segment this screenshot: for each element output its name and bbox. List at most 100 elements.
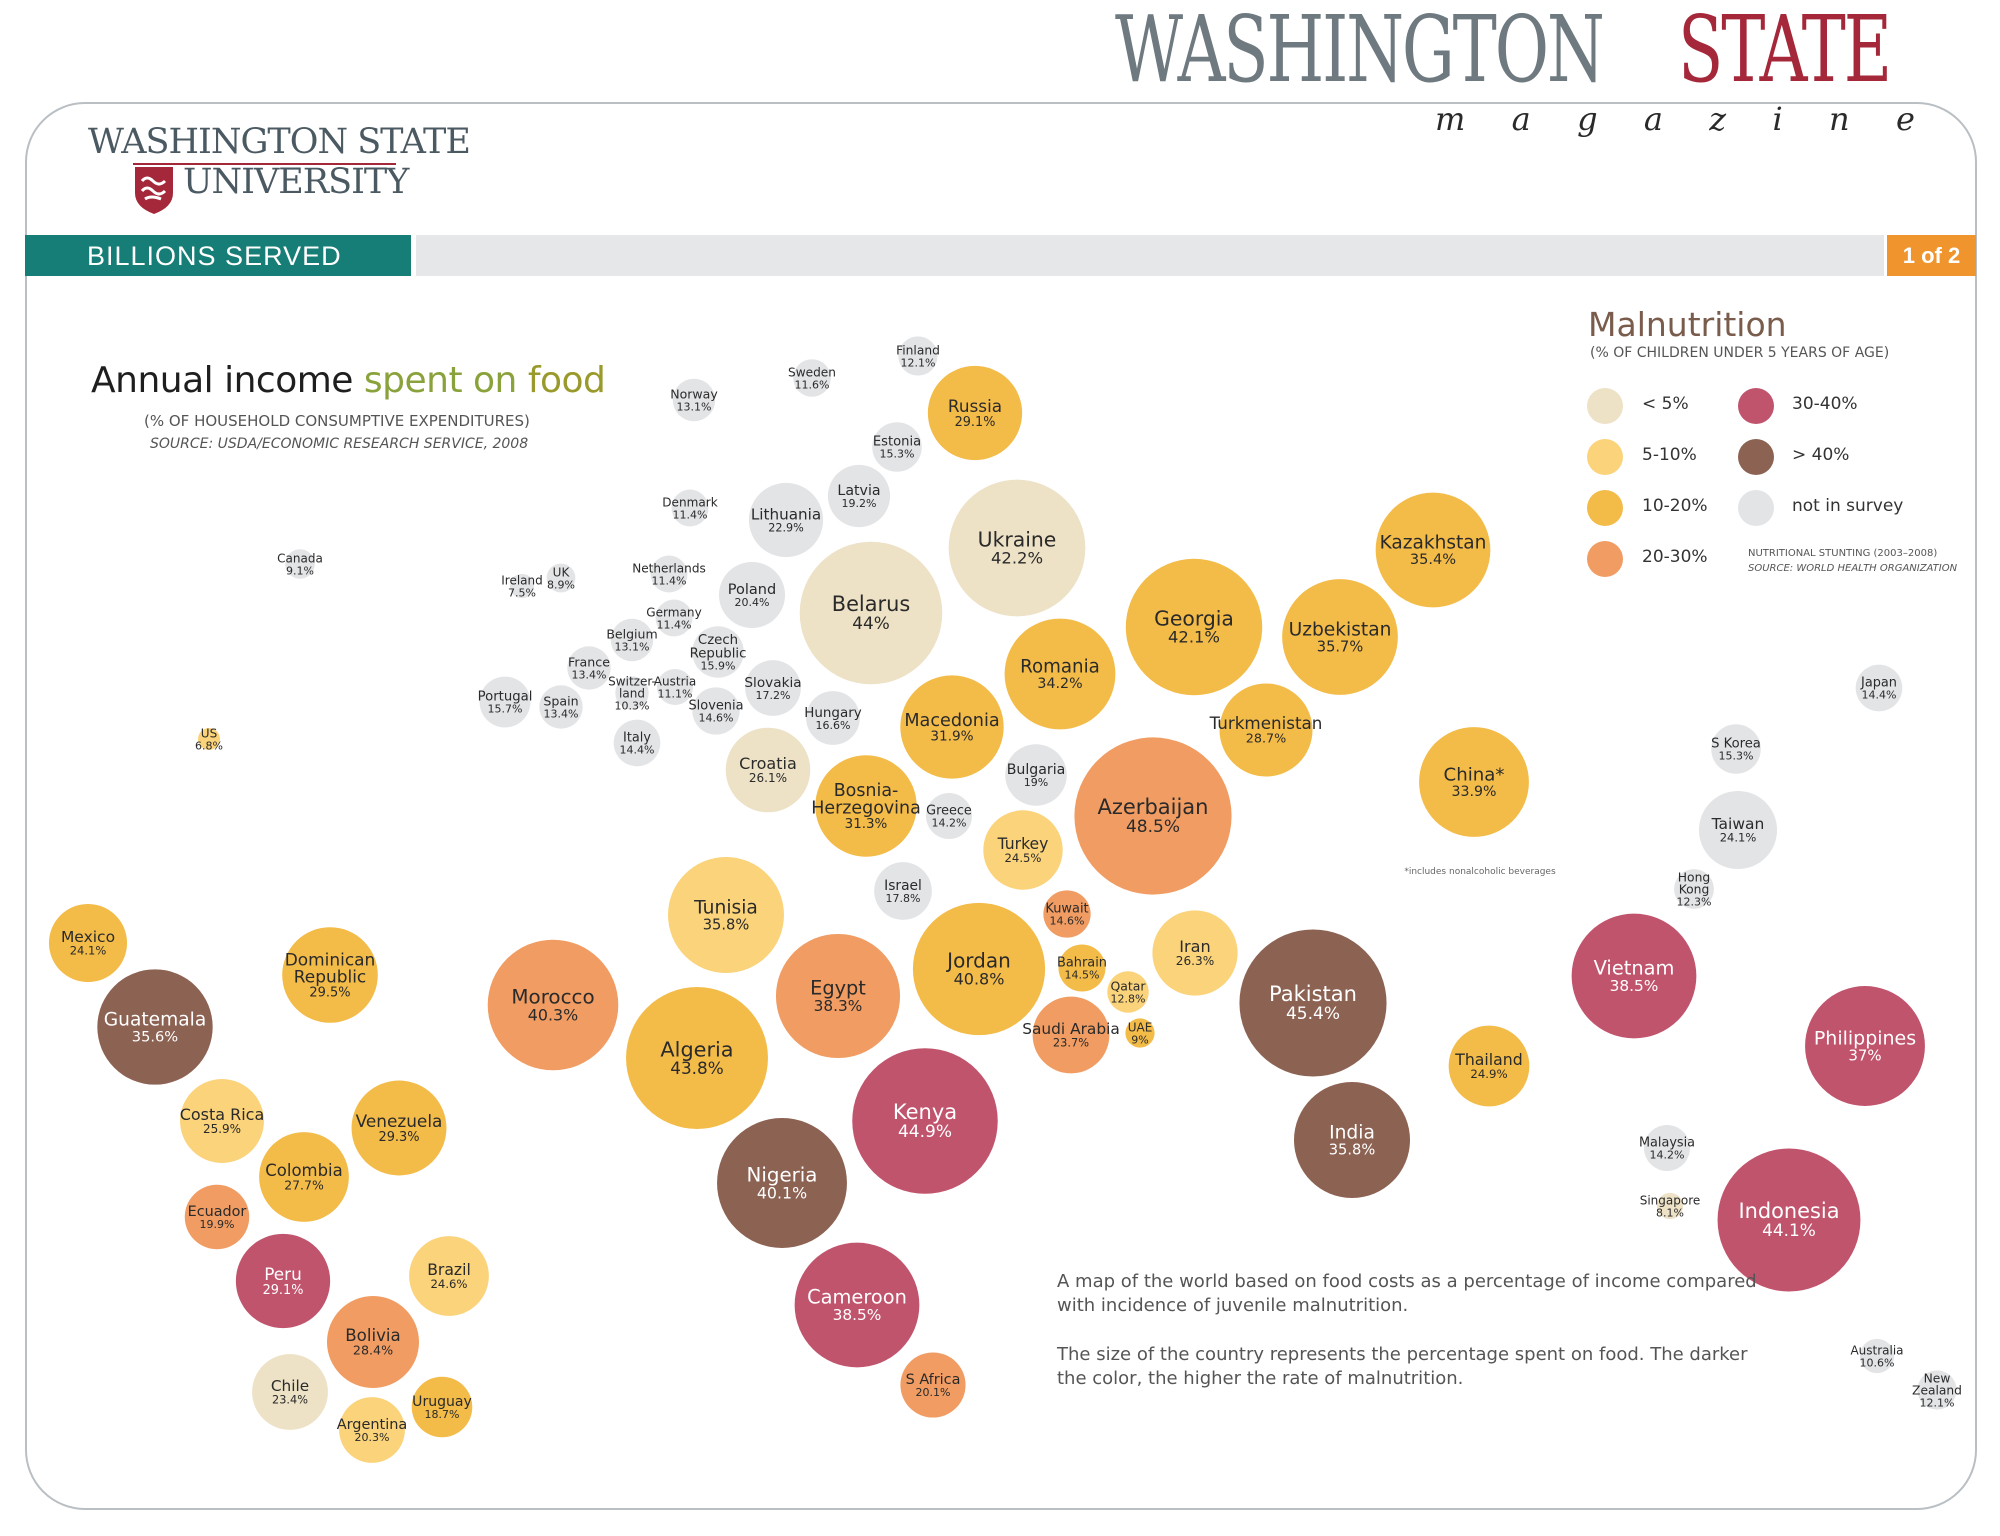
bubble-azerbaijan xyxy=(1074,737,1232,895)
section-title: BILLIONS SERVED xyxy=(87,241,342,271)
bubble-label-georgia: Georgia xyxy=(1154,606,1234,630)
legend-swatch xyxy=(1738,388,1774,424)
bubble-label-bolivia: Bolivia xyxy=(345,1326,401,1345)
bubble-israel xyxy=(874,862,932,920)
masthead-letter: a xyxy=(1511,100,1531,138)
bubble-greece xyxy=(925,792,973,840)
bubble-label-argentina: Argentina xyxy=(337,1417,408,1433)
bubble-value-new-zealand: 12.1% xyxy=(1920,1397,1955,1410)
bubble-value-s-africa: 20.1% xyxy=(916,1386,951,1399)
bubble-value-spain: 13.4% xyxy=(544,708,579,721)
bubble-label-slovakia: Slovakia xyxy=(744,675,801,691)
bubble-nigeria xyxy=(717,1118,847,1248)
bubble-label-china: China* xyxy=(1444,765,1505,786)
section-bar-middle xyxy=(416,235,1884,276)
bubble-label-switzerland: Switzer- xyxy=(608,674,656,688)
bubble-value-thailand: 24.9% xyxy=(1470,1067,1507,1081)
bubble-label-germany: Germany xyxy=(646,605,701,619)
bubble-label-mexico: Mexico xyxy=(61,928,115,946)
bubble-uzbekistan xyxy=(1282,579,1398,695)
bubble-value-bulgaria: 19% xyxy=(1024,776,1048,789)
chart-title-part3: food xyxy=(527,360,606,401)
bubble-vietnam xyxy=(1571,913,1697,1039)
bubble-turkey xyxy=(983,810,1063,890)
bubble-spain xyxy=(539,685,583,729)
bubble-label-uruguay: Uruguay xyxy=(412,1394,472,1410)
bubble-venezuela xyxy=(351,1080,447,1176)
masthead-state: STATE xyxy=(1678,0,1892,103)
bubble-label-france: France xyxy=(568,655,610,670)
bubble-label-tunisia: Tunisia xyxy=(693,898,758,919)
country-bubble-us: US6.8% xyxy=(195,726,223,752)
bubble-s-africa xyxy=(900,1352,966,1418)
bubble-slovenia xyxy=(692,687,740,735)
legend-label: not in survey xyxy=(1792,496,1904,516)
bubble-value-portugal: 15.7% xyxy=(488,703,523,716)
bubble-austria xyxy=(657,669,693,705)
bubble-value-norway: 13.1% xyxy=(677,401,712,414)
country-bubble-china: China*33.9% xyxy=(1419,727,1529,837)
bubble-japan xyxy=(1855,664,1903,712)
bubble-peru xyxy=(235,1233,331,1329)
bubble-thailand xyxy=(1448,1025,1530,1107)
legend-note: NUTRITIONAL STUNTING (2003–2008) xyxy=(1748,548,1938,559)
chart-title-part2: spent on xyxy=(363,360,528,401)
bubble-value-poland: 20.4% xyxy=(735,596,770,609)
bubble-value-turkmenistan: 28.7% xyxy=(1246,732,1286,747)
bubble-value-greece: 14.2% xyxy=(932,817,967,830)
bubble-france xyxy=(567,646,611,690)
bubble-value-uruguay: 18.7% xyxy=(425,1408,460,1421)
bubble-label-lithuania: Lithuania xyxy=(751,505,821,523)
bubble-value-philippines: 37% xyxy=(1848,1047,1881,1065)
bubble-value-china: 33.9% xyxy=(1452,784,1497,800)
page-indicator[interactable] xyxy=(1887,235,1976,276)
bubble-label-s-africa: S Africa xyxy=(906,1372,961,1388)
bubble-label-algeria: Algeria xyxy=(660,1037,733,1061)
bubble-guatemala xyxy=(97,969,213,1085)
bubble-pakistan xyxy=(1239,929,1387,1077)
bubble-label-bosnia-herzegovina: Bosnia- xyxy=(834,781,899,801)
bubble-label-s-korea: S Korea xyxy=(1711,737,1761,752)
bubble-value-qatar: 12.8% xyxy=(1111,992,1146,1005)
bubble-value-belarus: 44% xyxy=(852,613,889,633)
bubble-label-uzbekistan: Uzbekistan xyxy=(1289,620,1392,641)
bubble-bahrain xyxy=(1058,944,1106,992)
bubble-label-hungary: Hungary xyxy=(804,705,862,721)
bubble-value-saudi-arabia: 23.7% xyxy=(1053,1036,1089,1050)
bubble-belarus xyxy=(799,541,943,685)
bubble-value-georgia: 42.1% xyxy=(1168,628,1220,647)
bubble-bolivia xyxy=(326,1295,420,1389)
bubble-label-bahrain: Bahrain xyxy=(1057,956,1107,971)
bubble-label-vietnam: Vietnam xyxy=(1594,957,1675,980)
bubble-value-israel: 17.8% xyxy=(886,892,921,905)
bubble-kenya xyxy=(852,1048,998,1194)
bubble-ecuador xyxy=(184,1184,250,1250)
bubble-macedonia xyxy=(900,675,1004,779)
bubble-label-turkmenistan: Turkmenistan xyxy=(1209,713,1323,733)
bubble-label-egypt: Egypt xyxy=(810,977,866,1000)
